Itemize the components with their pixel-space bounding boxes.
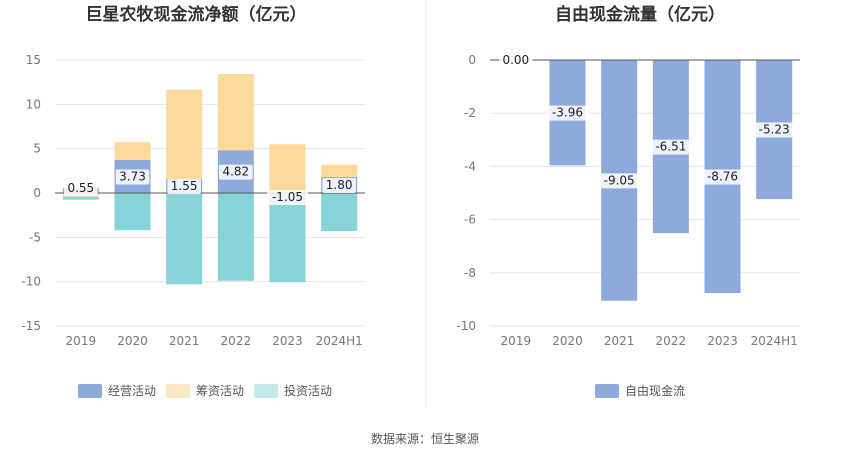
bar-筹资活动-2024H1 bbox=[321, 164, 358, 178]
data-label-bg bbox=[219, 164, 253, 180]
y-tick-label: -8 bbox=[464, 266, 476, 280]
legend-swatch-经营活动 bbox=[78, 384, 102, 398]
bar-投资活动-2023 bbox=[269, 202, 306, 283]
bar-筹资活动-2021 bbox=[166, 89, 203, 180]
bar-筹资活动-2020 bbox=[114, 142, 151, 160]
legend-label-自由现金流: 自由现金流 bbox=[625, 383, 685, 398]
data-label-bg bbox=[64, 181, 98, 197]
legend-label-筹资活动: 筹资活动 bbox=[196, 384, 244, 398]
y-tick-label: 5 bbox=[33, 142, 41, 156]
data-label-bg bbox=[650, 139, 692, 155]
data-label-bg bbox=[267, 190, 308, 205]
data-label: 4.82 bbox=[222, 165, 249, 179]
data-label: 1.80 bbox=[326, 178, 353, 192]
data-label: 0.55 bbox=[67, 181, 94, 195]
bar-投资活动-2021 bbox=[166, 193, 203, 285]
bar-筹资活动-2023 bbox=[269, 144, 306, 193]
x-tick-label: 2021 bbox=[169, 334, 200, 348]
data-label-bg bbox=[115, 169, 150, 185]
bar-投资活动-2020 bbox=[114, 193, 151, 231]
left-chart-title: 巨星农牧现金流净额（亿元） bbox=[86, 4, 307, 25]
data-label-bg bbox=[167, 179, 201, 195]
x-tick-label: 2024H1 bbox=[316, 334, 363, 348]
x-tick-label: 2022 bbox=[221, 334, 252, 348]
cash-flow-net-chart: 巨星农牧现金流净额（亿元） 15 10 5 0 -5 -10 -15 0.55 3.73 1.55… bbox=[21, 4, 365, 398]
legend-swatch-筹资活动 bbox=[166, 384, 190, 398]
y-tick-label: -4 bbox=[464, 159, 476, 173]
data-label: 0.00 bbox=[502, 53, 529, 67]
data-label-bg bbox=[753, 122, 795, 138]
legend-swatch-自由现金流 bbox=[595, 384, 619, 398]
data-label: -3.96 bbox=[552, 106, 583, 120]
y-tick-label: 10 bbox=[26, 97, 41, 111]
legend-label-经营活动: 经营活动 bbox=[108, 384, 156, 398]
y-tick-label: -10 bbox=[21, 275, 41, 289]
data-source: 数据来源：恒生聚源 bbox=[371, 431, 479, 446]
x-tick-label: 2023 bbox=[272, 334, 303, 348]
data-label: 1.55 bbox=[171, 179, 198, 193]
bar-投资活动-2019 bbox=[62, 196, 99, 200]
data-label-bg bbox=[499, 53, 533, 68]
free-cash-flow-chart: 自由现金流量（亿元） 0 -2 -4 -6 -8 -10 0.00 -3.96 -9.05 -6.… bbox=[456, 4, 800, 398]
y-tick-label: 0 bbox=[33, 186, 41, 200]
data-label-bg bbox=[702, 169, 743, 185]
x-tick-label: 2020 bbox=[117, 334, 148, 348]
data-label: 3.73 bbox=[119, 169, 146, 183]
y-tick-label: -2 bbox=[464, 106, 476, 120]
y-tick-label: 0 bbox=[468, 53, 476, 67]
x-tick-label: 2019 bbox=[501, 334, 532, 348]
bar-投资活动-2022 bbox=[217, 193, 254, 281]
x-tick-label: 2019 bbox=[66, 334, 97, 348]
legend-label-投资活动: 投资活动 bbox=[284, 383, 332, 398]
x-tick-label: 2024H1 bbox=[751, 334, 798, 348]
data-label: -8.76 bbox=[707, 170, 738, 184]
data-label: -5.23 bbox=[759, 123, 790, 137]
y-tick-label: -10 bbox=[456, 319, 476, 333]
data-label: -9.05 bbox=[604, 173, 635, 187]
data-label-bg bbox=[598, 173, 640, 189]
y-tick-label: -6 bbox=[464, 213, 476, 227]
y-tick-label: 15 bbox=[26, 53, 41, 67]
x-tick-label: 2020 bbox=[552, 334, 583, 348]
bar-投资活动-2024H1 bbox=[321, 193, 358, 232]
right-chart-title: 自由现金流量（亿元） bbox=[555, 4, 725, 25]
x-tick-label: 2023 bbox=[707, 334, 738, 348]
x-tick-label: 2022 bbox=[656, 334, 687, 348]
y-tick-label: -5 bbox=[29, 230, 41, 244]
x-tick-label: 2021 bbox=[604, 334, 635, 348]
data-label: -6.51 bbox=[655, 140, 686, 154]
y-tick-label: -15 bbox=[21, 319, 41, 333]
legend-swatch-投资活动 bbox=[254, 384, 278, 398]
data-label-bg bbox=[322, 178, 356, 194]
bar-筹资活动-2022 bbox=[217, 74, 254, 151]
data-label: -1.05 bbox=[272, 190, 303, 204]
data-label-bg bbox=[547, 105, 588, 121]
